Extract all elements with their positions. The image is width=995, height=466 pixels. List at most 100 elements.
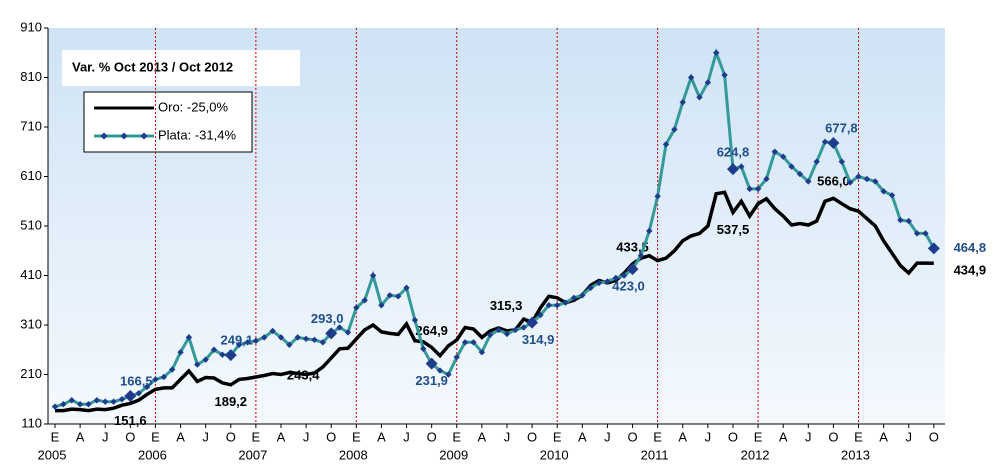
point-marker xyxy=(461,339,469,346)
x-tick-label: E xyxy=(151,429,160,444)
y-tick-label: 110 xyxy=(21,415,42,430)
point-marker xyxy=(872,178,879,185)
y-tick-label: 610 xyxy=(20,168,42,183)
x-tick-label: O xyxy=(828,429,838,444)
point-marker xyxy=(805,178,812,185)
point-marker xyxy=(679,99,686,106)
x-tick-label: O xyxy=(728,429,738,444)
point-marker xyxy=(470,339,477,346)
point-marker xyxy=(827,136,840,149)
x-tick-label: J xyxy=(604,429,611,444)
data-label: 315,3 xyxy=(490,298,523,313)
point-marker xyxy=(302,335,310,343)
point-marker xyxy=(855,173,862,180)
legend-label: Plata: -31,4% xyxy=(158,127,236,142)
data-label: 566,0 xyxy=(817,174,850,189)
y-tick-label: 710 xyxy=(20,118,42,133)
point-marker xyxy=(277,334,285,341)
point-marker xyxy=(286,341,293,348)
point-marker xyxy=(696,94,703,101)
x-tick-label: J xyxy=(102,429,109,444)
point-marker xyxy=(771,148,779,155)
legend xyxy=(83,91,253,153)
point-marker xyxy=(927,242,940,255)
x-tick-label: A xyxy=(478,429,487,444)
data-label: 231,9 xyxy=(415,373,448,388)
point-marker xyxy=(863,175,871,183)
point-marker xyxy=(796,170,804,178)
point-marker xyxy=(754,185,762,193)
x-tick-label: J xyxy=(403,429,410,444)
point-marker xyxy=(913,230,921,237)
data-label: 189,2 xyxy=(214,394,247,409)
point-marker xyxy=(68,397,75,404)
x-tick-label: E xyxy=(352,429,361,444)
point-marker xyxy=(570,294,578,301)
point-marker xyxy=(537,311,544,319)
year-label: 2005 xyxy=(38,447,67,462)
year-label: 2009 xyxy=(439,447,468,462)
point-marker xyxy=(562,299,569,306)
point-marker xyxy=(726,163,739,176)
data-label: 166,5 xyxy=(120,373,153,388)
data-label: 243,4 xyxy=(287,367,320,382)
x-tick-label: O xyxy=(226,429,236,444)
series-line xyxy=(55,190,934,413)
point-marker xyxy=(620,272,628,279)
point-marker xyxy=(526,316,539,329)
point-marker xyxy=(453,353,460,361)
x-tick-label: J xyxy=(705,429,712,444)
point-marker xyxy=(420,345,427,352)
point-marker xyxy=(587,284,594,292)
point-marker xyxy=(671,126,678,133)
point-marker xyxy=(369,272,377,279)
point-marker xyxy=(654,193,661,200)
x-tick-label: E xyxy=(754,429,763,444)
x-tick-label: A xyxy=(678,429,687,444)
point-marker xyxy=(637,252,645,259)
data-label: 624,8 xyxy=(717,145,750,160)
data-label: 537,5 xyxy=(717,222,750,237)
x-tick-label: A xyxy=(176,429,185,444)
data-label: 434,9 xyxy=(954,263,987,278)
point-marker xyxy=(219,351,226,358)
y-tick-label: 210 xyxy=(20,366,42,381)
year-label: 2006 xyxy=(138,447,167,462)
x-tick-label: J xyxy=(805,429,812,444)
point-marker xyxy=(344,329,352,336)
legend-marker xyxy=(140,132,148,140)
data-label: 249,1 xyxy=(220,333,253,348)
x-tick-label: A xyxy=(76,429,85,444)
point-marker xyxy=(738,163,745,170)
point-marker xyxy=(846,179,854,186)
point-marker xyxy=(554,302,561,309)
point-marker xyxy=(905,217,912,225)
point-marker xyxy=(336,324,343,331)
point-marker xyxy=(210,346,218,353)
point-marker xyxy=(704,79,712,86)
point-marker xyxy=(325,327,338,340)
x-tick-label: O xyxy=(929,429,939,444)
point-marker xyxy=(646,227,653,235)
point-marker xyxy=(269,327,276,335)
point-marker xyxy=(224,349,237,362)
data-label: 151,6 xyxy=(114,413,147,428)
point-marker xyxy=(813,158,820,165)
y-tick-label: 810 xyxy=(20,69,42,84)
y-tick-label: 310 xyxy=(20,316,42,331)
x-tick-label: E xyxy=(252,429,261,444)
point-marker xyxy=(445,371,452,378)
data-label: 293,0 xyxy=(311,311,344,326)
point-marker xyxy=(353,304,360,311)
point-marker xyxy=(124,390,137,403)
title-box xyxy=(62,50,300,86)
point-marker xyxy=(922,230,929,237)
point-marker xyxy=(319,339,327,346)
year-label: 2013 xyxy=(841,447,870,462)
x-tick-label: O xyxy=(125,429,135,444)
x-tick-label: E xyxy=(854,429,863,444)
legend-marker xyxy=(120,132,128,140)
point-marker xyxy=(93,397,101,404)
point-marker xyxy=(721,71,728,79)
